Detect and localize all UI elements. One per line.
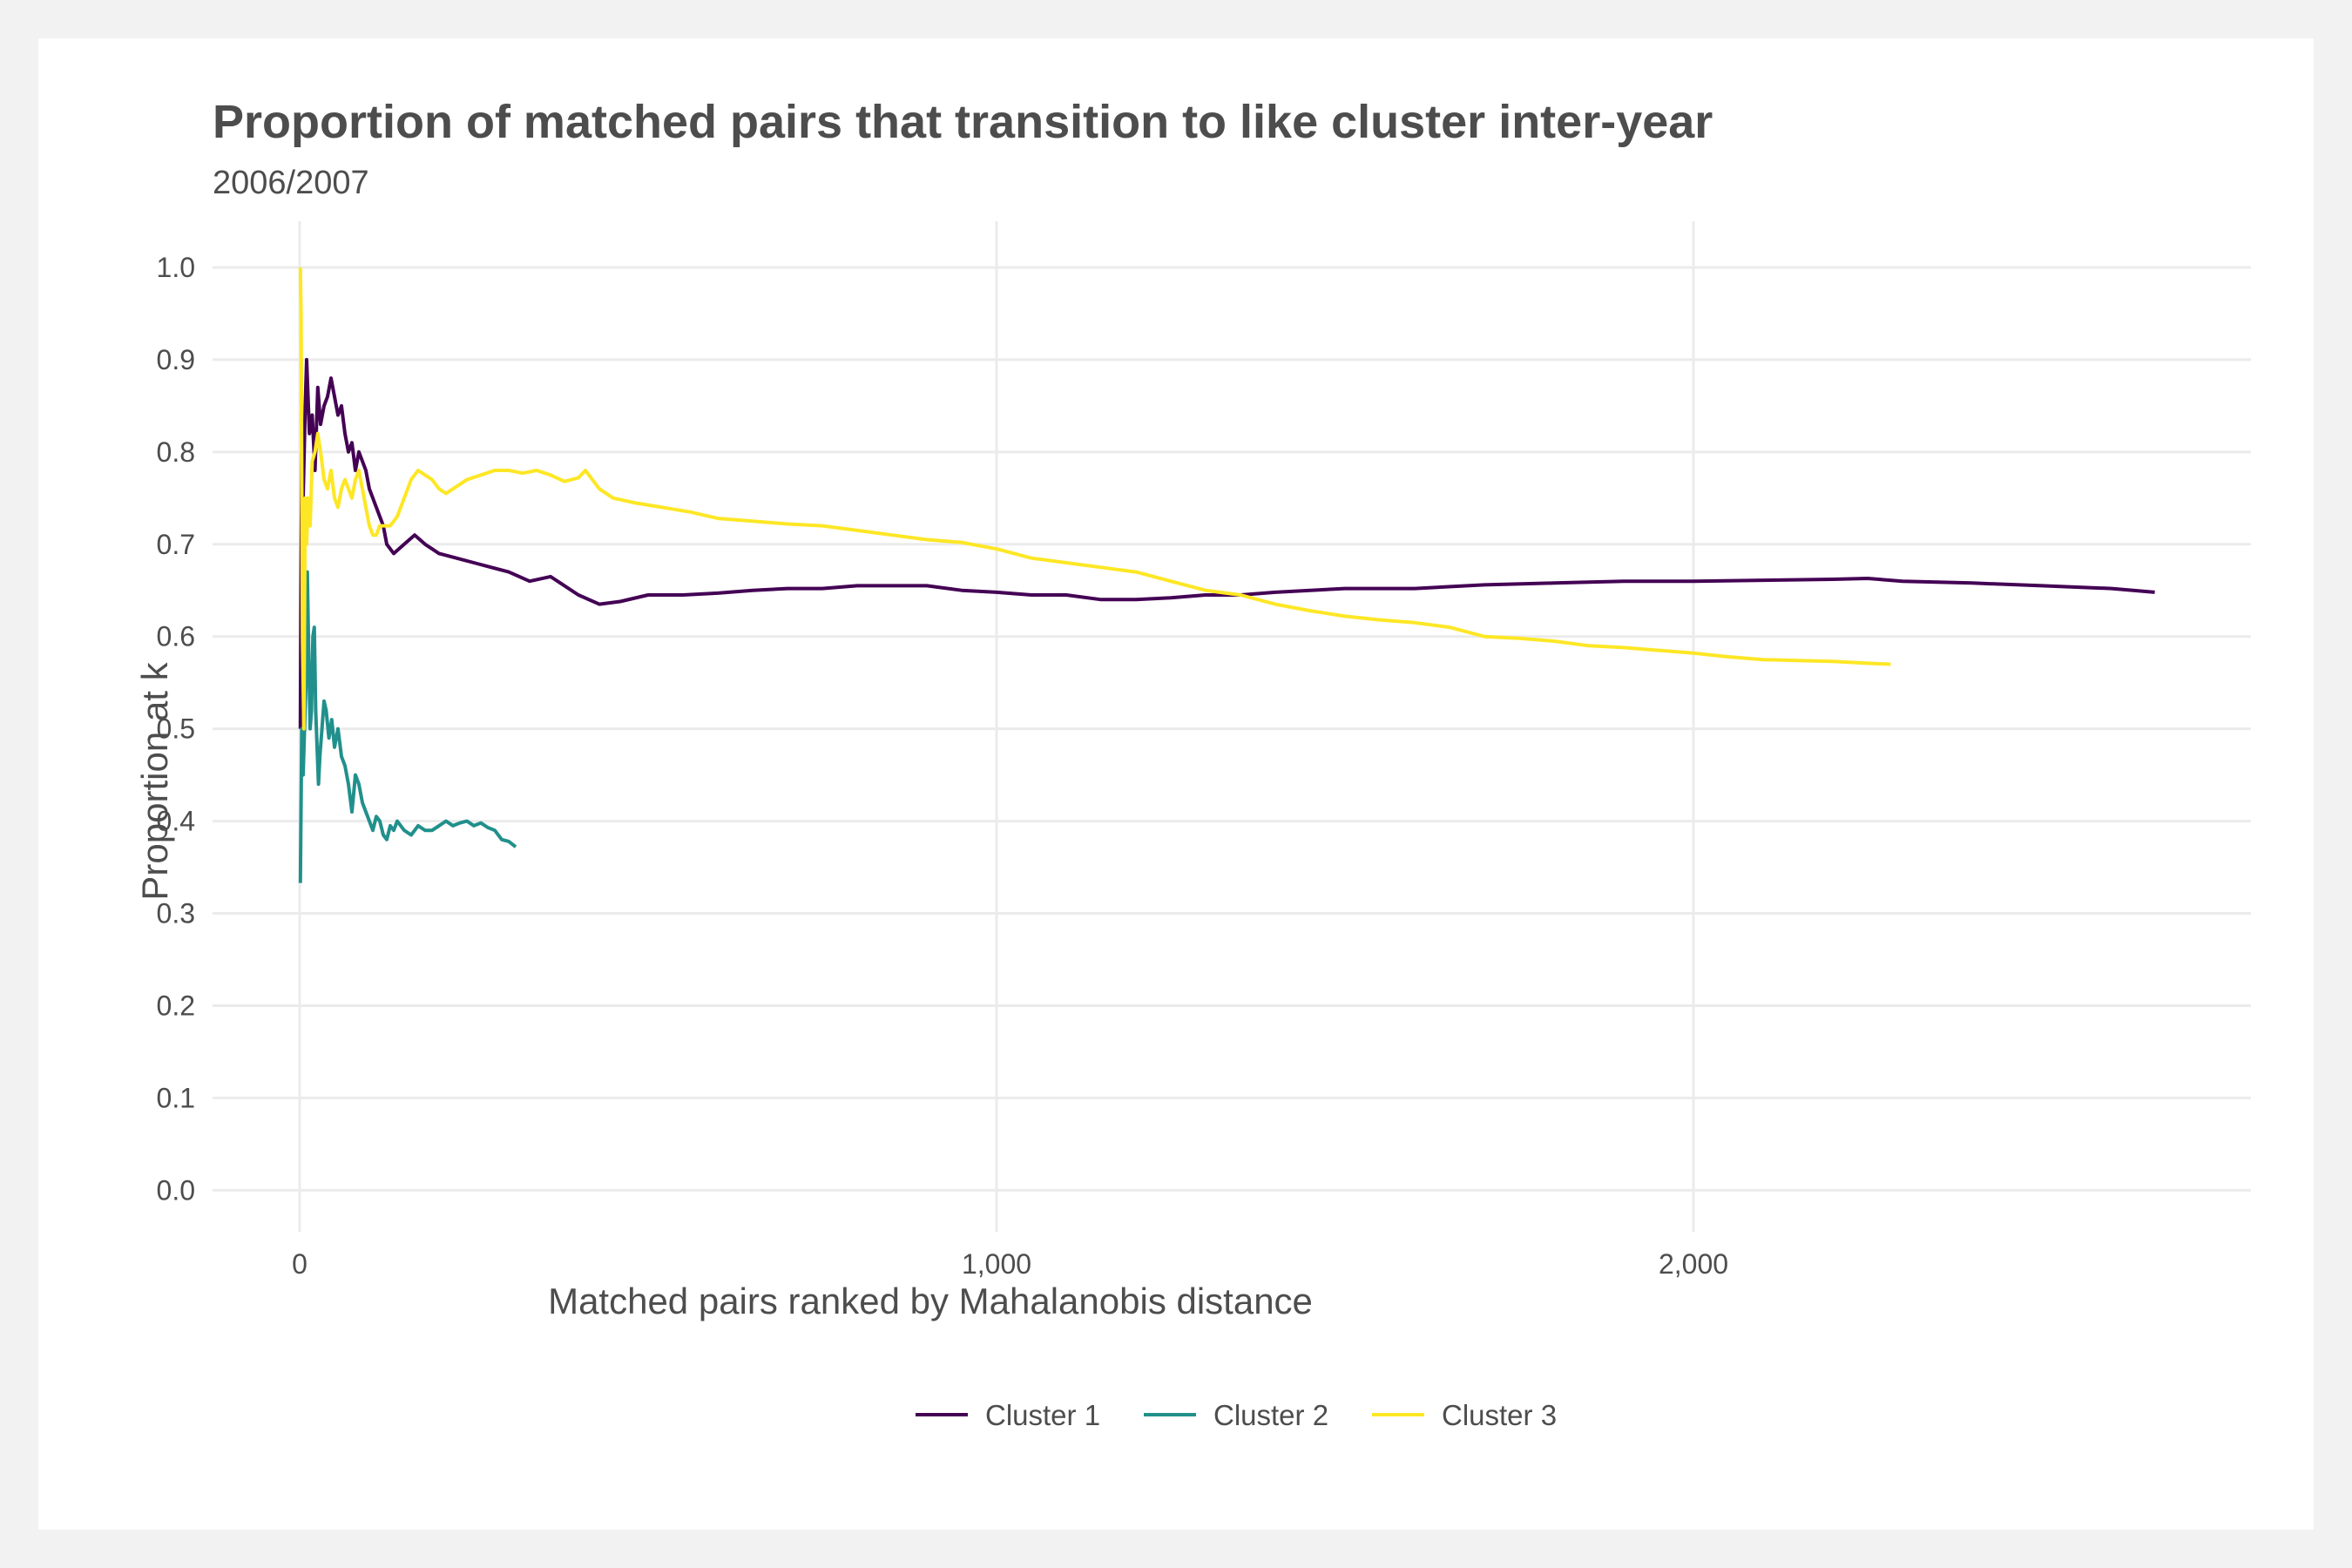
y-tick-label: 0.0 — [157, 1174, 195, 1206]
series-line-cluster-1 — [298, 357, 2155, 729]
legend: Cluster 1 Cluster 2 Cluster 3 — [916, 1399, 1557, 1431]
gridlines — [213, 221, 2251, 1232]
legend-label-3: Cluster 3 — [1442, 1399, 1557, 1431]
chart-title: Proportion of matched pairs that transit… — [213, 96, 1713, 148]
chart-svg: Proportion of matched pairs that transit… — [134, 96, 2251, 1431]
x-axis-title: Matched pairs ranked by Mahalanobis dist… — [548, 1281, 1313, 1321]
y-tick-label: 0.9 — [157, 344, 195, 375]
y-tick-label: 0.5 — [157, 713, 195, 745]
y-tick-label: 1.0 — [157, 252, 195, 283]
y-tick-label: 0.1 — [157, 1082, 195, 1113]
legend-label-1: Cluster 1 — [985, 1399, 1100, 1431]
chart-subtitle: 2006/2007 — [213, 165, 369, 201]
series-lines — [298, 267, 2155, 883]
chart-card: Proportion of matched pairs that transit… — [38, 38, 2314, 1530]
y-tick-label: 0.6 — [157, 621, 195, 652]
y-axis-ticks: 0.0 0.1 0.2 0.3 0.4 0.5 0.6 0.7 0.8 0.9 1.0 — [157, 252, 195, 1206]
legend-label-2: Cluster 2 — [1213, 1399, 1328, 1431]
y-tick-label: 0.4 — [157, 806, 195, 837]
y-tick-label: 0.3 — [157, 898, 195, 929]
y-axis-title: Proportion at k — [134, 661, 175, 900]
x-tick-label: 2,000 — [1659, 1248, 1728, 1280]
y-tick-label: 0.8 — [157, 436, 195, 468]
y-tick-label: 0.2 — [157, 990, 195, 1021]
series-line-cluster-3 — [298, 267, 1891, 731]
y-tick-label: 0.7 — [157, 529, 195, 560]
x-axis-ticks: 0 1,000 2,000 — [292, 1248, 1728, 1280]
series-line-cluster-2 — [298, 570, 517, 883]
x-tick-label: 1,000 — [962, 1248, 1031, 1280]
x-tick-label: 0 — [292, 1248, 308, 1280]
